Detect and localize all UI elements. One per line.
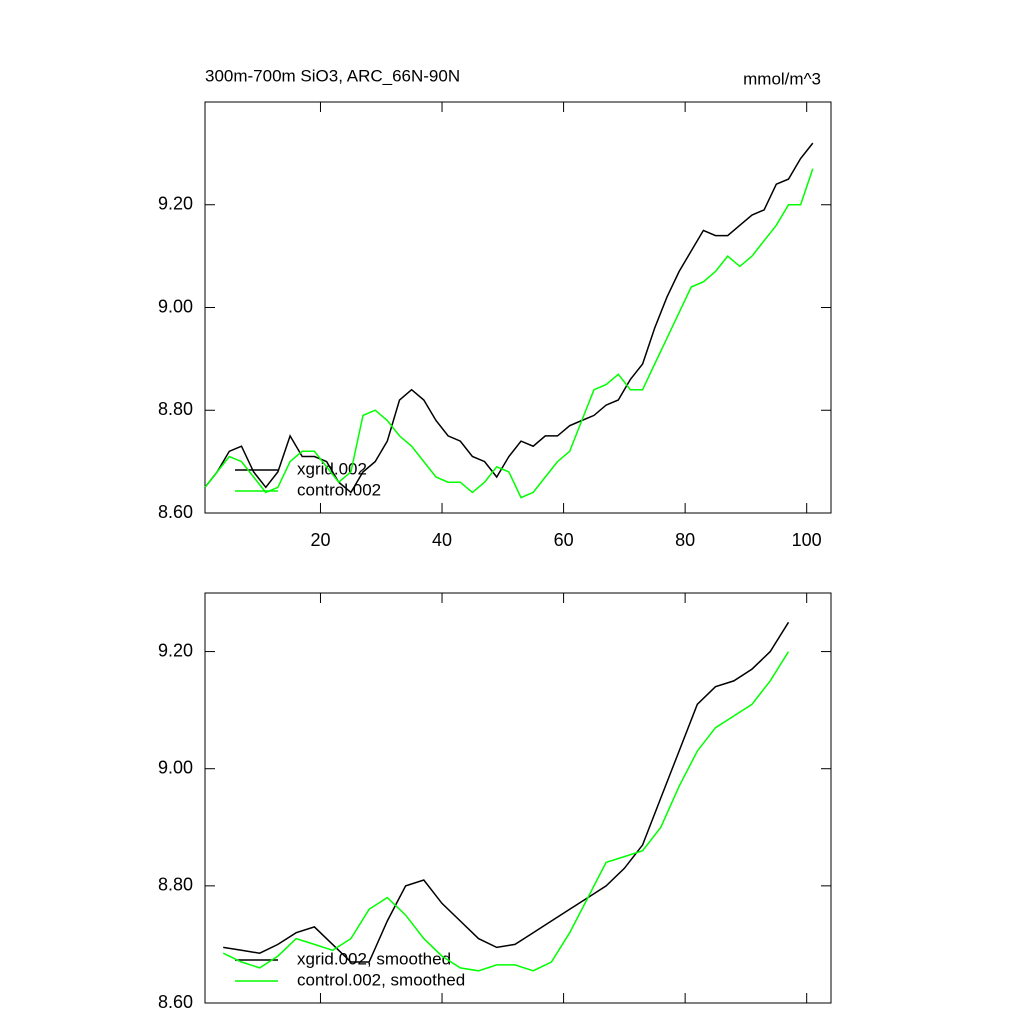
x-tick-label: 40 [432, 530, 452, 550]
x-tick-label: 60 [554, 530, 574, 550]
y-tick-label: 9.00 [158, 757, 193, 777]
y-tick-label: 8.60 [158, 502, 193, 522]
plot-frame [204, 592, 832, 1004]
chart-title: 300m-700m SiO3, ARC_66N-90N [205, 66, 460, 85]
legend-label: xgrid.002 [297, 459, 367, 478]
legend-label: control.002, smoothed [297, 970, 465, 989]
series-line [223, 621, 790, 963]
y-tick-label: 8.80 [158, 399, 193, 419]
y-tick-label: 9.20 [158, 640, 193, 660]
y-tick-label: 9.20 [158, 194, 193, 214]
x-tick-label: 20 [310, 530, 330, 550]
series-line [204, 142, 814, 494]
legend-label: xgrid.002, smoothed [297, 949, 451, 968]
legend-label: control.002 [297, 480, 381, 499]
series-line [222, 651, 790, 972]
y-tick-label: 9.00 [158, 296, 193, 316]
y-tick-label: 8.80 [158, 875, 193, 895]
x-tick-label: 100 [792, 530, 822, 550]
series-line [204, 168, 814, 499]
x-tick-label: 80 [675, 530, 695, 550]
units-label: mmol/m^3 [743, 69, 821, 88]
y-tick-label: 8.60 [158, 992, 193, 1012]
